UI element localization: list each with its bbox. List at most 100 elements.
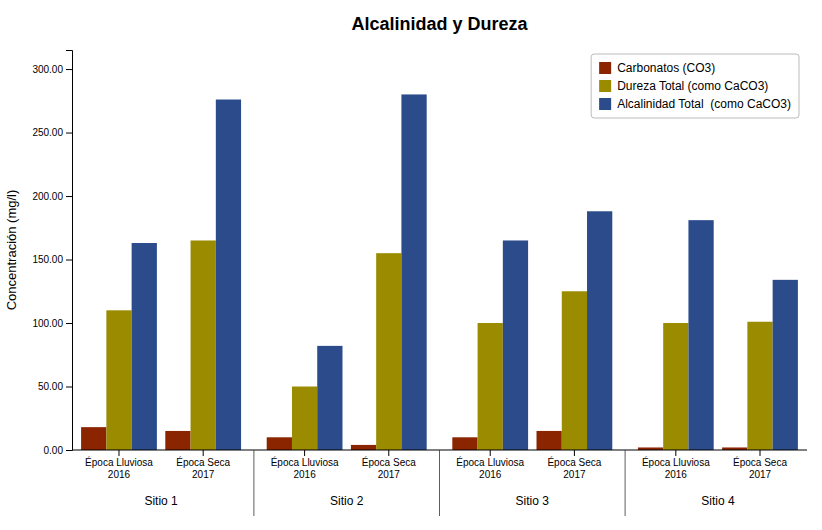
x-tick-label: Época Lluviosa2016 bbox=[85, 456, 153, 480]
bar-series bbox=[132, 94, 798, 450]
group-label: Sitio 4 bbox=[701, 494, 735, 508]
x-tick-label: Época Seca2017 bbox=[547, 456, 601, 480]
x-tick-label-line: 2017 bbox=[749, 469, 772, 480]
y-tick: 250.00 bbox=[32, 127, 72, 138]
x-tick-mark bbox=[304, 450, 305, 456]
group-label: Sitio 1 bbox=[144, 494, 178, 508]
bar-series bbox=[106, 240, 772, 450]
group-label: Sitio 2 bbox=[330, 494, 364, 508]
x-tick-label: Época Seca2017 bbox=[362, 456, 416, 480]
legend-items: Carbonatos (CO3) Dureza Total (como CaCO3… bbox=[599, 61, 791, 111]
group-dividers bbox=[254, 450, 625, 516]
y-tick-mark bbox=[66, 196, 72, 197]
bar bbox=[165, 431, 190, 450]
x-tick-label-line: 2017 bbox=[378, 469, 401, 480]
x-tick: Época Seca2017 bbox=[176, 450, 230, 480]
group-divider bbox=[253, 450, 254, 516]
legend-swatch bbox=[599, 98, 611, 110]
legend-label: Alcalinidad Total (como CaCO3) bbox=[617, 97, 791, 111]
x-tick-mark bbox=[203, 450, 204, 456]
chart-container: 0.00 50.00 100.00 150.00 200.00 250.00 300.00 É… bbox=[0, 0, 822, 530]
y-tick-label: 100.00 bbox=[32, 318, 63, 329]
y-axis: 0.00 50.00 100.00 150.00 200.00 250.00 300.00 bbox=[32, 51, 72, 456]
x-tick-mark bbox=[118, 450, 119, 456]
x-tick-label: Época Seca2017 bbox=[733, 456, 787, 480]
bar bbox=[401, 94, 426, 450]
bar bbox=[747, 322, 772, 450]
y-tick: 300.00 bbox=[32, 64, 72, 75]
y-axis-line bbox=[66, 51, 73, 451]
x-tick-label-line: 2016 bbox=[108, 469, 131, 480]
x-tick-label-line: Época Lluviosa bbox=[271, 456, 339, 468]
y-tick-mark bbox=[66, 387, 72, 388]
y-axis-title: Concentración (mg/l) bbox=[4, 190, 19, 311]
group-divider bbox=[439, 450, 440, 516]
bar bbox=[216, 100, 241, 450]
y-tick-label: 150.00 bbox=[32, 254, 63, 265]
legend-item: Carbonatos (CO3) bbox=[599, 61, 715, 75]
x-tick-label-line: Época Lluviosa bbox=[456, 456, 524, 468]
x-tick-label-line: 2016 bbox=[665, 469, 688, 480]
bar bbox=[351, 445, 376, 450]
bar bbox=[106, 310, 131, 450]
x-tick-label-line: Época Seca bbox=[733, 456, 787, 468]
bar bbox=[81, 427, 106, 450]
x-tick-label: Época Seca2017 bbox=[176, 456, 230, 480]
bar bbox=[663, 323, 688, 450]
y-tick: 200.00 bbox=[32, 191, 72, 202]
x-tick: Época Lluviosa2016 bbox=[85, 450, 153, 480]
bar bbox=[317, 346, 342, 450]
x-tick-label-line: Época Seca bbox=[176, 456, 230, 468]
legend-swatch bbox=[599, 62, 611, 74]
x-tick-mark bbox=[574, 450, 575, 456]
x-tick: Época Seca2017 bbox=[362, 450, 416, 480]
x-tick: Época Lluviosa2016 bbox=[642, 450, 710, 480]
y-tick: 50.00 bbox=[38, 381, 72, 392]
y-tick-label: 200.00 bbox=[32, 191, 63, 202]
x-tick: Época Lluviosa2016 bbox=[271, 450, 339, 480]
y-tick-label: 50.00 bbox=[38, 381, 63, 392]
x-tick-label: Época Lluviosa2016 bbox=[271, 456, 339, 480]
x-tick-label-line: 2017 bbox=[192, 469, 215, 480]
x-tick-label-line: 2017 bbox=[563, 469, 586, 480]
legend-background bbox=[591, 54, 799, 118]
y-tick-mark bbox=[66, 69, 72, 70]
x-tick-label-line: Época Lluviosa bbox=[85, 456, 153, 468]
bar bbox=[132, 243, 157, 450]
title: Alcalinidad y Dureza bbox=[351, 14, 528, 34]
y-tick: 150.00 bbox=[32, 254, 72, 265]
legend-swatch bbox=[599, 80, 611, 92]
bar bbox=[376, 253, 401, 450]
legend-label: Carbonatos (CO3) bbox=[617, 61, 715, 75]
x-tick: Época Seca2017 bbox=[733, 450, 787, 480]
bar bbox=[503, 240, 528, 450]
bar bbox=[478, 323, 503, 450]
y-tick-mark bbox=[66, 260, 72, 261]
x-tick-label-line: Época Seca bbox=[547, 456, 601, 468]
y-tick: 100.00 bbox=[32, 318, 72, 329]
plot: 0.00 50.00 100.00 150.00 200.00 250.00 300.00 É… bbox=[4, 51, 807, 517]
chart-svg: 0.00 50.00 100.00 150.00 200.00 250.00 300.00 É… bbox=[0, 0, 822, 530]
x-tick-label: Época Lluviosa2016 bbox=[456, 456, 524, 480]
bar bbox=[452, 437, 477, 450]
bar bbox=[292, 387, 317, 450]
x-tick-label-line: Época Seca bbox=[362, 456, 416, 468]
x-tick-mark bbox=[490, 450, 491, 456]
group-labels: Sitio 1 Sitio 2 Sitio 3 Sitio 4 bbox=[144, 494, 734, 508]
x-tick-label-line: 2016 bbox=[293, 469, 316, 480]
group-label: Sitio 3 bbox=[516, 494, 550, 508]
x-tick-mark bbox=[760, 450, 761, 456]
y-tick-label: 300.00 bbox=[32, 64, 63, 75]
y-tick-mark bbox=[66, 450, 72, 451]
x-axis: Época Lluviosa2016 Época Seca2017 bbox=[271, 450, 417, 480]
legend-label: Dureza Total (como CaCO3) bbox=[617, 79, 768, 93]
x-tick: Época Seca2017 bbox=[547, 450, 601, 480]
x-tick-label-line: Época Lluviosa bbox=[642, 456, 710, 468]
x-axis: Época Lluviosa2016 Época Seca2017 bbox=[85, 450, 231, 480]
x-tick-label-line: 2016 bbox=[479, 469, 502, 480]
y-tick: 0.00 bbox=[44, 445, 72, 456]
y-tick-label: 0.00 bbox=[44, 445, 64, 456]
bar bbox=[562, 291, 587, 450]
bar bbox=[537, 431, 562, 450]
bar bbox=[191, 240, 216, 450]
